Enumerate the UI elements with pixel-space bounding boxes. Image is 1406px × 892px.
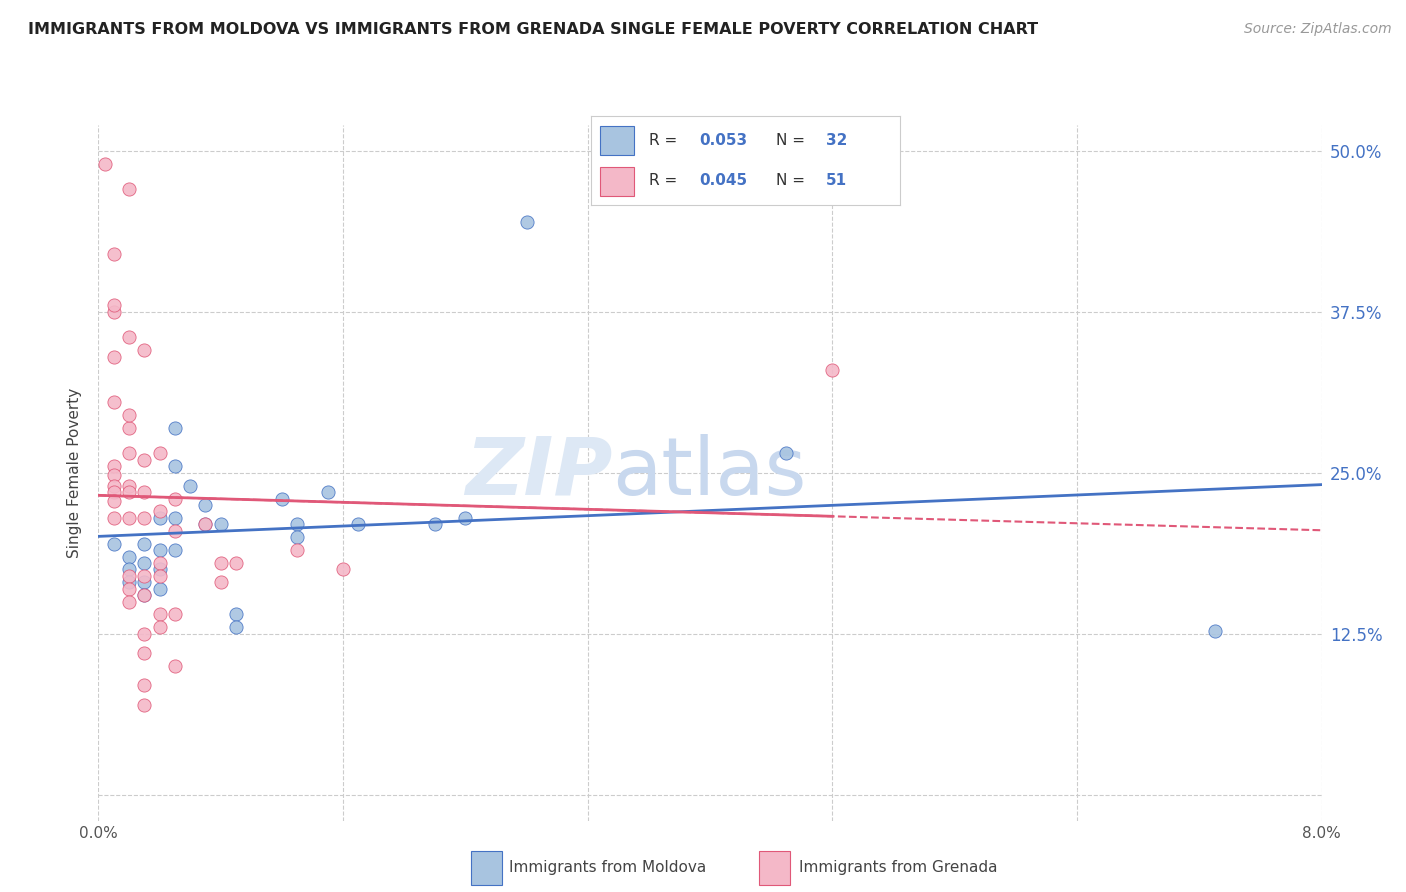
Point bbox=[225, 607, 247, 622]
Text: 51: 51 bbox=[825, 173, 846, 188]
Point bbox=[163, 511, 186, 525]
Text: 0.045: 0.045 bbox=[699, 173, 747, 188]
Point bbox=[118, 569, 141, 583]
Point bbox=[163, 659, 186, 673]
FancyBboxPatch shape bbox=[600, 126, 634, 155]
Point bbox=[103, 304, 125, 318]
Point bbox=[285, 517, 308, 532]
Point bbox=[103, 350, 125, 364]
Point bbox=[163, 491, 186, 506]
Point bbox=[209, 556, 232, 570]
Point bbox=[103, 478, 125, 492]
Point bbox=[118, 562, 141, 576]
Point bbox=[118, 182, 141, 196]
FancyBboxPatch shape bbox=[600, 167, 634, 196]
Point bbox=[149, 562, 172, 576]
Point bbox=[118, 594, 141, 608]
Text: ZIP: ZIP bbox=[465, 434, 612, 512]
Point bbox=[332, 562, 354, 576]
Point bbox=[118, 408, 141, 422]
Text: R =: R = bbox=[650, 133, 682, 148]
Point bbox=[209, 517, 232, 532]
Point bbox=[118, 330, 141, 344]
Point bbox=[103, 494, 125, 508]
Point bbox=[194, 517, 217, 532]
Point bbox=[821, 362, 844, 376]
Point bbox=[194, 517, 217, 532]
Point bbox=[134, 627, 156, 641]
Text: IMMIGRANTS FROM MOLDOVA VS IMMIGRANTS FROM GRENADA SINGLE FEMALE POVERTY CORRELA: IMMIGRANTS FROM MOLDOVA VS IMMIGRANTS FR… bbox=[28, 22, 1038, 37]
Point bbox=[163, 420, 186, 434]
Point bbox=[163, 607, 186, 622]
Point bbox=[103, 536, 125, 550]
Text: 0.053: 0.053 bbox=[699, 133, 747, 148]
Point bbox=[118, 478, 141, 492]
Point bbox=[103, 511, 125, 525]
Point bbox=[149, 607, 172, 622]
Text: atlas: atlas bbox=[612, 434, 807, 512]
Point bbox=[149, 511, 172, 525]
Point bbox=[149, 504, 172, 518]
Point bbox=[118, 485, 141, 500]
Point bbox=[194, 498, 217, 512]
Point bbox=[225, 556, 247, 570]
Point bbox=[225, 620, 247, 634]
Point bbox=[103, 459, 125, 474]
Point bbox=[134, 343, 156, 358]
Point bbox=[149, 569, 172, 583]
Point bbox=[118, 446, 141, 460]
Text: Immigrants from Grenada: Immigrants from Grenada bbox=[799, 861, 997, 875]
Text: Immigrants from Moldova: Immigrants from Moldova bbox=[509, 861, 706, 875]
Point bbox=[134, 485, 156, 500]
Point bbox=[270, 491, 294, 506]
Text: R =: R = bbox=[650, 173, 682, 188]
Point bbox=[118, 420, 141, 434]
Point bbox=[134, 556, 156, 570]
Text: N =: N = bbox=[776, 133, 810, 148]
Point bbox=[118, 549, 141, 564]
Point bbox=[149, 446, 172, 460]
Point bbox=[163, 543, 186, 558]
Point bbox=[454, 511, 477, 525]
Point bbox=[134, 646, 156, 660]
Point bbox=[103, 485, 125, 500]
Point bbox=[179, 478, 201, 492]
Point bbox=[134, 575, 156, 590]
Point bbox=[149, 582, 172, 596]
Point bbox=[103, 246, 125, 260]
Point bbox=[347, 517, 370, 532]
Point bbox=[775, 446, 797, 460]
Point bbox=[118, 582, 141, 596]
Point bbox=[134, 588, 156, 602]
Point bbox=[149, 543, 172, 558]
Point bbox=[285, 543, 308, 558]
Point bbox=[1204, 624, 1226, 639]
Point bbox=[149, 620, 172, 634]
Point bbox=[103, 298, 125, 312]
Point bbox=[163, 524, 186, 538]
Point bbox=[134, 678, 156, 692]
Text: Source: ZipAtlas.com: Source: ZipAtlas.com bbox=[1244, 22, 1392, 37]
Point bbox=[209, 575, 232, 590]
Point bbox=[423, 517, 446, 532]
Point bbox=[103, 468, 125, 483]
Point bbox=[285, 530, 308, 544]
Point bbox=[516, 214, 538, 228]
Text: 32: 32 bbox=[825, 133, 846, 148]
Point bbox=[149, 556, 172, 570]
Point bbox=[118, 575, 141, 590]
Text: N =: N = bbox=[776, 173, 810, 188]
Point bbox=[316, 485, 339, 500]
Point bbox=[134, 588, 156, 602]
Point bbox=[134, 698, 156, 712]
Point bbox=[134, 569, 156, 583]
Point bbox=[134, 511, 156, 525]
Point bbox=[134, 453, 156, 467]
Point bbox=[93, 156, 115, 170]
Point bbox=[118, 511, 141, 525]
Point bbox=[103, 395, 125, 409]
Y-axis label: Single Female Poverty: Single Female Poverty bbox=[66, 388, 82, 558]
Point bbox=[163, 459, 186, 474]
Point bbox=[134, 536, 156, 550]
